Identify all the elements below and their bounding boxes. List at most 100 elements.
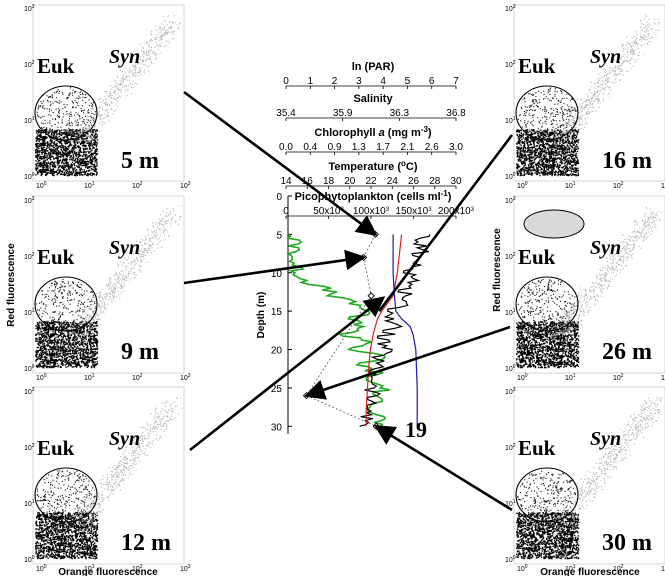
scale-title: Picophytoplankton (cells ml-1)	[295, 189, 452, 204]
panel-x-tick: 103	[180, 373, 191, 382]
scale-tick-label: 0	[283, 76, 289, 87]
panel-x-tick: 103	[661, 373, 665, 382]
panel-y-tick: 103	[24, 387, 35, 396]
scale-tick-label: 100x103	[353, 206, 390, 217]
top-scale: Chlorophyll a (mg m-3) 0.0 0.4 0.9 1.3 1.7 2.1…	[279, 125, 463, 155]
panel-x-tick: 100	[36, 564, 47, 573]
panel-y-tick: 100	[24, 555, 35, 564]
scale-tick-label: 0	[283, 206, 289, 217]
panel-x-tick: 101	[84, 373, 95, 382]
euk-population-dots	[517, 470, 577, 522]
depth-tick-label: 10	[271, 269, 283, 280]
panel-x-tick: 103	[661, 181, 665, 190]
scale-tick-label: 35.9	[333, 108, 353, 119]
panel-x-tick: 101	[84, 564, 95, 573]
scale-tick-label: 2.6	[425, 142, 439, 153]
panel-y-tick: 102	[24, 60, 35, 69]
syn-label: Syn	[590, 46, 621, 68]
scale-tick-label: 0.4	[303, 142, 317, 153]
scale-tick-label: 22	[365, 176, 377, 187]
scale-tick-label: 1.7	[376, 142, 390, 153]
panel-y-tick: 102	[505, 443, 516, 452]
euk-label: Euk	[518, 245, 556, 269]
panel-depth-label: 30 m	[602, 530, 652, 556]
euk-gate-ellipse	[515, 276, 579, 332]
syn-population-dots	[71, 397, 183, 530]
panel-x-tick: 101	[565, 181, 576, 190]
euk-gate-ellipse	[515, 85, 579, 141]
panel-y-tick: 102	[24, 252, 35, 261]
panel-x-tick: 103	[661, 564, 665, 573]
panel-y-tick: 101	[24, 308, 35, 317]
panel-depth-label: 16 m	[602, 148, 652, 174]
depth-tick-label: 30	[271, 422, 283, 433]
noise-population	[35, 512, 99, 560]
panel-x-tick: 102	[613, 564, 624, 573]
panel-dots	[516, 397, 662, 560]
syn-population-dots	[552, 397, 662, 532]
panel-x-tick: 102	[132, 181, 143, 190]
station-number: 19	[405, 417, 427, 442]
top-scale: Temperature (oC) 14 16 18 20 22 24 26 28 30	[280, 159, 462, 189]
panel-y-tick: 103	[505, 387, 516, 396]
syn-label: Syn	[590, 237, 621, 259]
noise-population	[516, 512, 580, 560]
depth-connector-line	[378, 134, 514, 312]
panel-x-tick: 103	[180, 181, 191, 190]
x-axis-title-right: Orange fluorescence	[540, 567, 640, 576]
depth-axis-title: Depth (m)	[256, 292, 267, 339]
panel-y-tick: 101	[505, 308, 516, 317]
euk-label: Euk	[37, 436, 75, 460]
noise-population	[35, 129, 99, 177]
extra-gate-ellipse	[523, 209, 585, 239]
top-scale: ln (PAR) 0 1 2 3 4 5 6 7	[283, 61, 459, 89]
panel-dots	[516, 14, 660, 177]
euk-population-dots	[36, 87, 97, 139]
depth-tick-label: 5	[276, 230, 282, 241]
panel-dots	[35, 205, 182, 369]
panel-x-tick: 100	[517, 181, 528, 190]
panel-x-tick: 101	[565, 564, 576, 573]
panel-x-tick: 100	[36, 373, 47, 382]
scale-tick-label: 1	[308, 76, 314, 87]
panel-y-tick: 101	[24, 499, 35, 508]
panel-y-tick: 100	[24, 364, 35, 373]
depth-connector-arrow	[373, 424, 513, 512]
panel-y-tick: 101	[24, 116, 35, 125]
profile-series-line	[359, 234, 431, 427]
depth-tick-label: 0	[276, 192, 282, 203]
panel-x-tick: 102	[613, 373, 624, 382]
panel-y-tick: 102	[24, 443, 35, 452]
panel-x-tick: 103	[180, 564, 191, 573]
panel-y-tick: 100	[505, 555, 516, 564]
scale-title: Temperature (oC)	[328, 159, 417, 174]
panel-y-tick: 102	[505, 252, 516, 261]
noise-population	[516, 129, 580, 177]
syn-label: Syn	[590, 428, 621, 450]
scale-tick-label: 1.3	[352, 142, 366, 153]
panel-x-tick: 102	[132, 373, 143, 382]
euk-label: Euk	[37, 245, 75, 269]
depth-tick-label: 25	[271, 384, 283, 395]
connector-arrows	[183, 90, 514, 512]
noise-population	[35, 321, 99, 369]
panel-frame	[513, 4, 665, 182]
top-scale: Salinity 35.4 35.9 36.3 36.8	[276, 93, 466, 121]
euk-population-dots	[36, 279, 96, 331]
scale-title: Salinity	[353, 93, 393, 105]
syn-label: Syn	[109, 428, 140, 450]
scale-tick-label: 14	[280, 176, 292, 187]
panel-x-tick: 100	[517, 564, 528, 573]
scale-tick-label: 200x103	[438, 206, 475, 217]
noise-population	[516, 321, 580, 369]
panel-y-tick: 101	[505, 499, 516, 508]
panel-dots	[35, 397, 183, 560]
syn-population-dots	[71, 15, 181, 149]
scale-tick-label: 5	[405, 76, 411, 87]
profile-series-line	[392, 234, 418, 427]
panel-x-tick: 100	[36, 181, 47, 190]
scale-tick-label: 0.0	[279, 142, 293, 153]
